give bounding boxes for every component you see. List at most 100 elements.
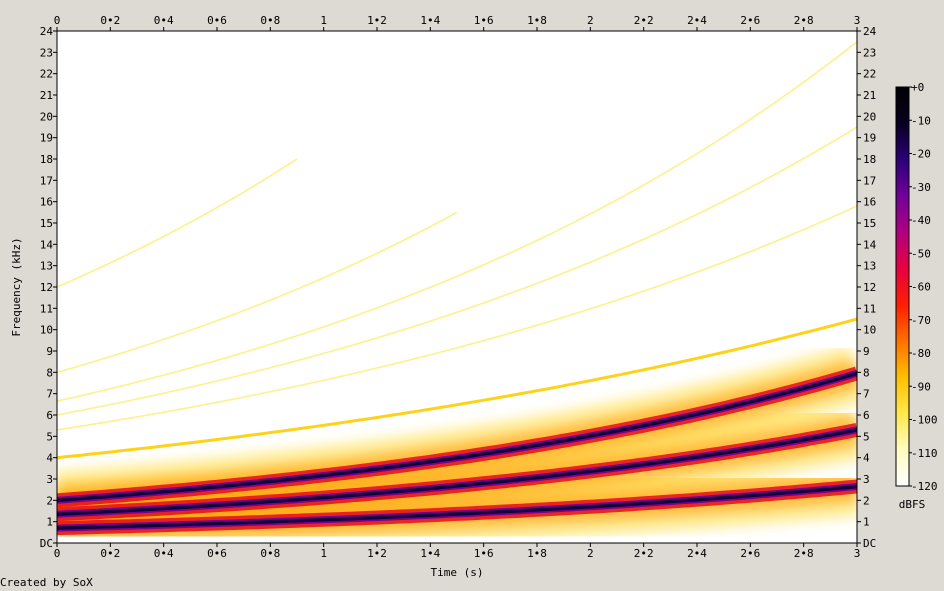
y-tick-right-label: 9 bbox=[863, 345, 870, 358]
x-tick-bottom-label: 2•6 bbox=[740, 547, 760, 560]
y-tick-left-label: 19 bbox=[40, 132, 53, 145]
y-tick-left-label: 20 bbox=[40, 110, 53, 123]
x-tick-top-label: 1•4 bbox=[420, 14, 440, 27]
x-tick-top-label: 1•6 bbox=[474, 14, 494, 27]
colorbar-tick-label: -70 bbox=[911, 314, 931, 327]
y-tick-left-label: 12 bbox=[40, 281, 53, 294]
x-tick-bottom-label: 2•2 bbox=[634, 547, 654, 560]
x-tick-top-label: 3 bbox=[854, 14, 861, 27]
colorbar-tick-label: -50 bbox=[911, 247, 931, 260]
x-tick-top-label: 1•8 bbox=[527, 14, 547, 27]
x-tick-top-label: 2•6 bbox=[740, 14, 760, 27]
weak-harmonic-2 bbox=[57, 126, 857, 416]
y-axis-label: Frequency (kHz) bbox=[10, 237, 23, 336]
x-tick-bottom-label: 0•8 bbox=[260, 547, 280, 560]
colorbar-tick-label: -30 bbox=[911, 181, 931, 194]
y-tick-right-label: 3 bbox=[863, 473, 870, 486]
colorbar-label: dBFS bbox=[899, 498, 926, 511]
y-tick-left-label: 9 bbox=[46, 345, 53, 358]
y-tick-left-label: 11 bbox=[40, 302, 53, 315]
y-tick-right-label: 10 bbox=[863, 324, 876, 337]
harmonic-line-0 bbox=[57, 484, 857, 530]
y-tick-right-label: 19 bbox=[863, 132, 876, 145]
y-tick-left-label: 21 bbox=[40, 89, 53, 102]
y-tick-left-label: 3 bbox=[46, 473, 53, 486]
y-tick-right-label: 24 bbox=[863, 25, 877, 38]
y-tick-right-label: 16 bbox=[863, 196, 876, 209]
y-tick-left-label: 10 bbox=[40, 324, 53, 337]
y-tick-right-label: 14 bbox=[863, 238, 877, 251]
weak-harmonic-1 bbox=[57, 205, 857, 431]
weak-harmonic-3 bbox=[57, 41, 857, 402]
y-tick-right-label: 23 bbox=[863, 46, 876, 59]
x-tick-top-label: 2•4 bbox=[687, 14, 707, 27]
x-tick-bottom-label: 1•6 bbox=[474, 547, 494, 560]
x-tick-bottom-label: 1•8 bbox=[527, 547, 547, 560]
y-tick-left-label: 7 bbox=[46, 388, 53, 401]
x-ticks-top: 0 0•2 0•4 0•6 0•8 1 1•2 1•4 1•6 1•8 2 2•2 2•4 2•6 2•8 3 bbox=[54, 14, 861, 31]
y-tick-right-label: 7 bbox=[863, 388, 870, 401]
x-tick-bottom-label: 2 bbox=[587, 547, 594, 560]
y-tick-right-label: 21 bbox=[863, 89, 876, 102]
y-tick-right-label: 1 bbox=[863, 516, 870, 529]
x-tick-bottom-label: 0•2 bbox=[100, 547, 120, 560]
x-tick-bottom-label: 1•2 bbox=[367, 547, 387, 560]
y-tick-right-label: 2 bbox=[863, 494, 870, 507]
x-tick-bottom-label: 0•6 bbox=[207, 547, 227, 560]
x-tick-top-label: 0•8 bbox=[260, 14, 280, 27]
y-tick-right-label: 20 bbox=[863, 110, 876, 123]
y-tick-left-label: 16 bbox=[40, 196, 53, 209]
x-tick-top-label: 0 bbox=[54, 14, 61, 27]
y-tick-left-label: DC bbox=[40, 537, 53, 550]
y-tick-left-label: 22 bbox=[40, 68, 53, 81]
x-tick-top-label: 2 bbox=[587, 14, 594, 27]
y-tick-right-label: 17 bbox=[863, 174, 876, 187]
y-tick-left-label: 1 bbox=[46, 516, 53, 529]
weak-harmonic-0 bbox=[57, 317, 857, 460]
y-tick-left-label: 14 bbox=[40, 238, 54, 251]
y-tick-left-label: 17 bbox=[40, 174, 53, 187]
credit-text: Created by SoX bbox=[0, 576, 93, 589]
x-tick-bottom-label: 2•8 bbox=[794, 547, 814, 560]
harmonic-line-2 bbox=[57, 371, 857, 503]
colorbar-tick-label: -120 bbox=[911, 480, 938, 493]
x-tick-top-label: 0•6 bbox=[207, 14, 227, 27]
harmonic-line-1 bbox=[57, 428, 857, 516]
x-axis-label: Time (s) bbox=[431, 566, 484, 579]
colorbar-tick-label: -40 bbox=[911, 214, 931, 227]
x-tick-bottom-label: 0 bbox=[54, 547, 61, 560]
y-tick-right-label: 13 bbox=[863, 260, 876, 273]
weak-harmonic-4 bbox=[57, 211, 458, 374]
colorbar bbox=[895, 86, 910, 487]
y-tick-right-label: DC bbox=[863, 537, 876, 550]
y-tick-left-label: 23 bbox=[40, 46, 53, 59]
y-tick-left-label: 18 bbox=[40, 153, 53, 166]
y-tick-left-label: 4 bbox=[46, 452, 53, 465]
x-tick-top-label: 1 bbox=[320, 14, 327, 27]
colorbar-tick-label: +0 bbox=[911, 81, 924, 94]
y-tick-right-label: 4 bbox=[863, 452, 870, 465]
y-tick-right-label: 8 bbox=[863, 366, 870, 379]
y-ticks-left: DC12345678910111213141516171819202122232… bbox=[40, 25, 57, 550]
x-tick-top-label: 1•2 bbox=[367, 14, 387, 27]
y-tick-left-label: 24 bbox=[40, 25, 54, 38]
y-tick-left-label: 6 bbox=[46, 409, 53, 422]
y-tick-left-label: 2 bbox=[46, 494, 53, 507]
colorbar-tick-label: -20 bbox=[911, 148, 931, 161]
y-tick-left-label: 13 bbox=[40, 260, 53, 273]
weak-harmonic-5 bbox=[57, 158, 298, 288]
y-tick-right-label: 12 bbox=[863, 281, 876, 294]
y-tick-left-label: 15 bbox=[40, 217, 53, 230]
colorbar-ticks: +0 -10 -20 -30 -40 -50 -60 -70 -80 -90 -100 -110 -12… bbox=[909, 81, 938, 493]
colorbar-tick-label: -100 bbox=[911, 414, 938, 427]
x-tick-top-label: 0•2 bbox=[100, 14, 120, 27]
colorbar-tick-label: -60 bbox=[911, 281, 931, 294]
x-tick-bottom-label: 2•4 bbox=[687, 547, 707, 560]
x-tick-bottom-label: 0•4 bbox=[154, 547, 174, 560]
y-tick-right-label: 6 bbox=[863, 409, 870, 422]
colorbar-tick-label: -90 bbox=[911, 380, 931, 393]
colorbar-tick-label: -110 bbox=[911, 447, 938, 460]
x-tick-bottom-label: 1 bbox=[320, 547, 327, 560]
x-tick-bottom-label: 3 bbox=[854, 547, 861, 560]
